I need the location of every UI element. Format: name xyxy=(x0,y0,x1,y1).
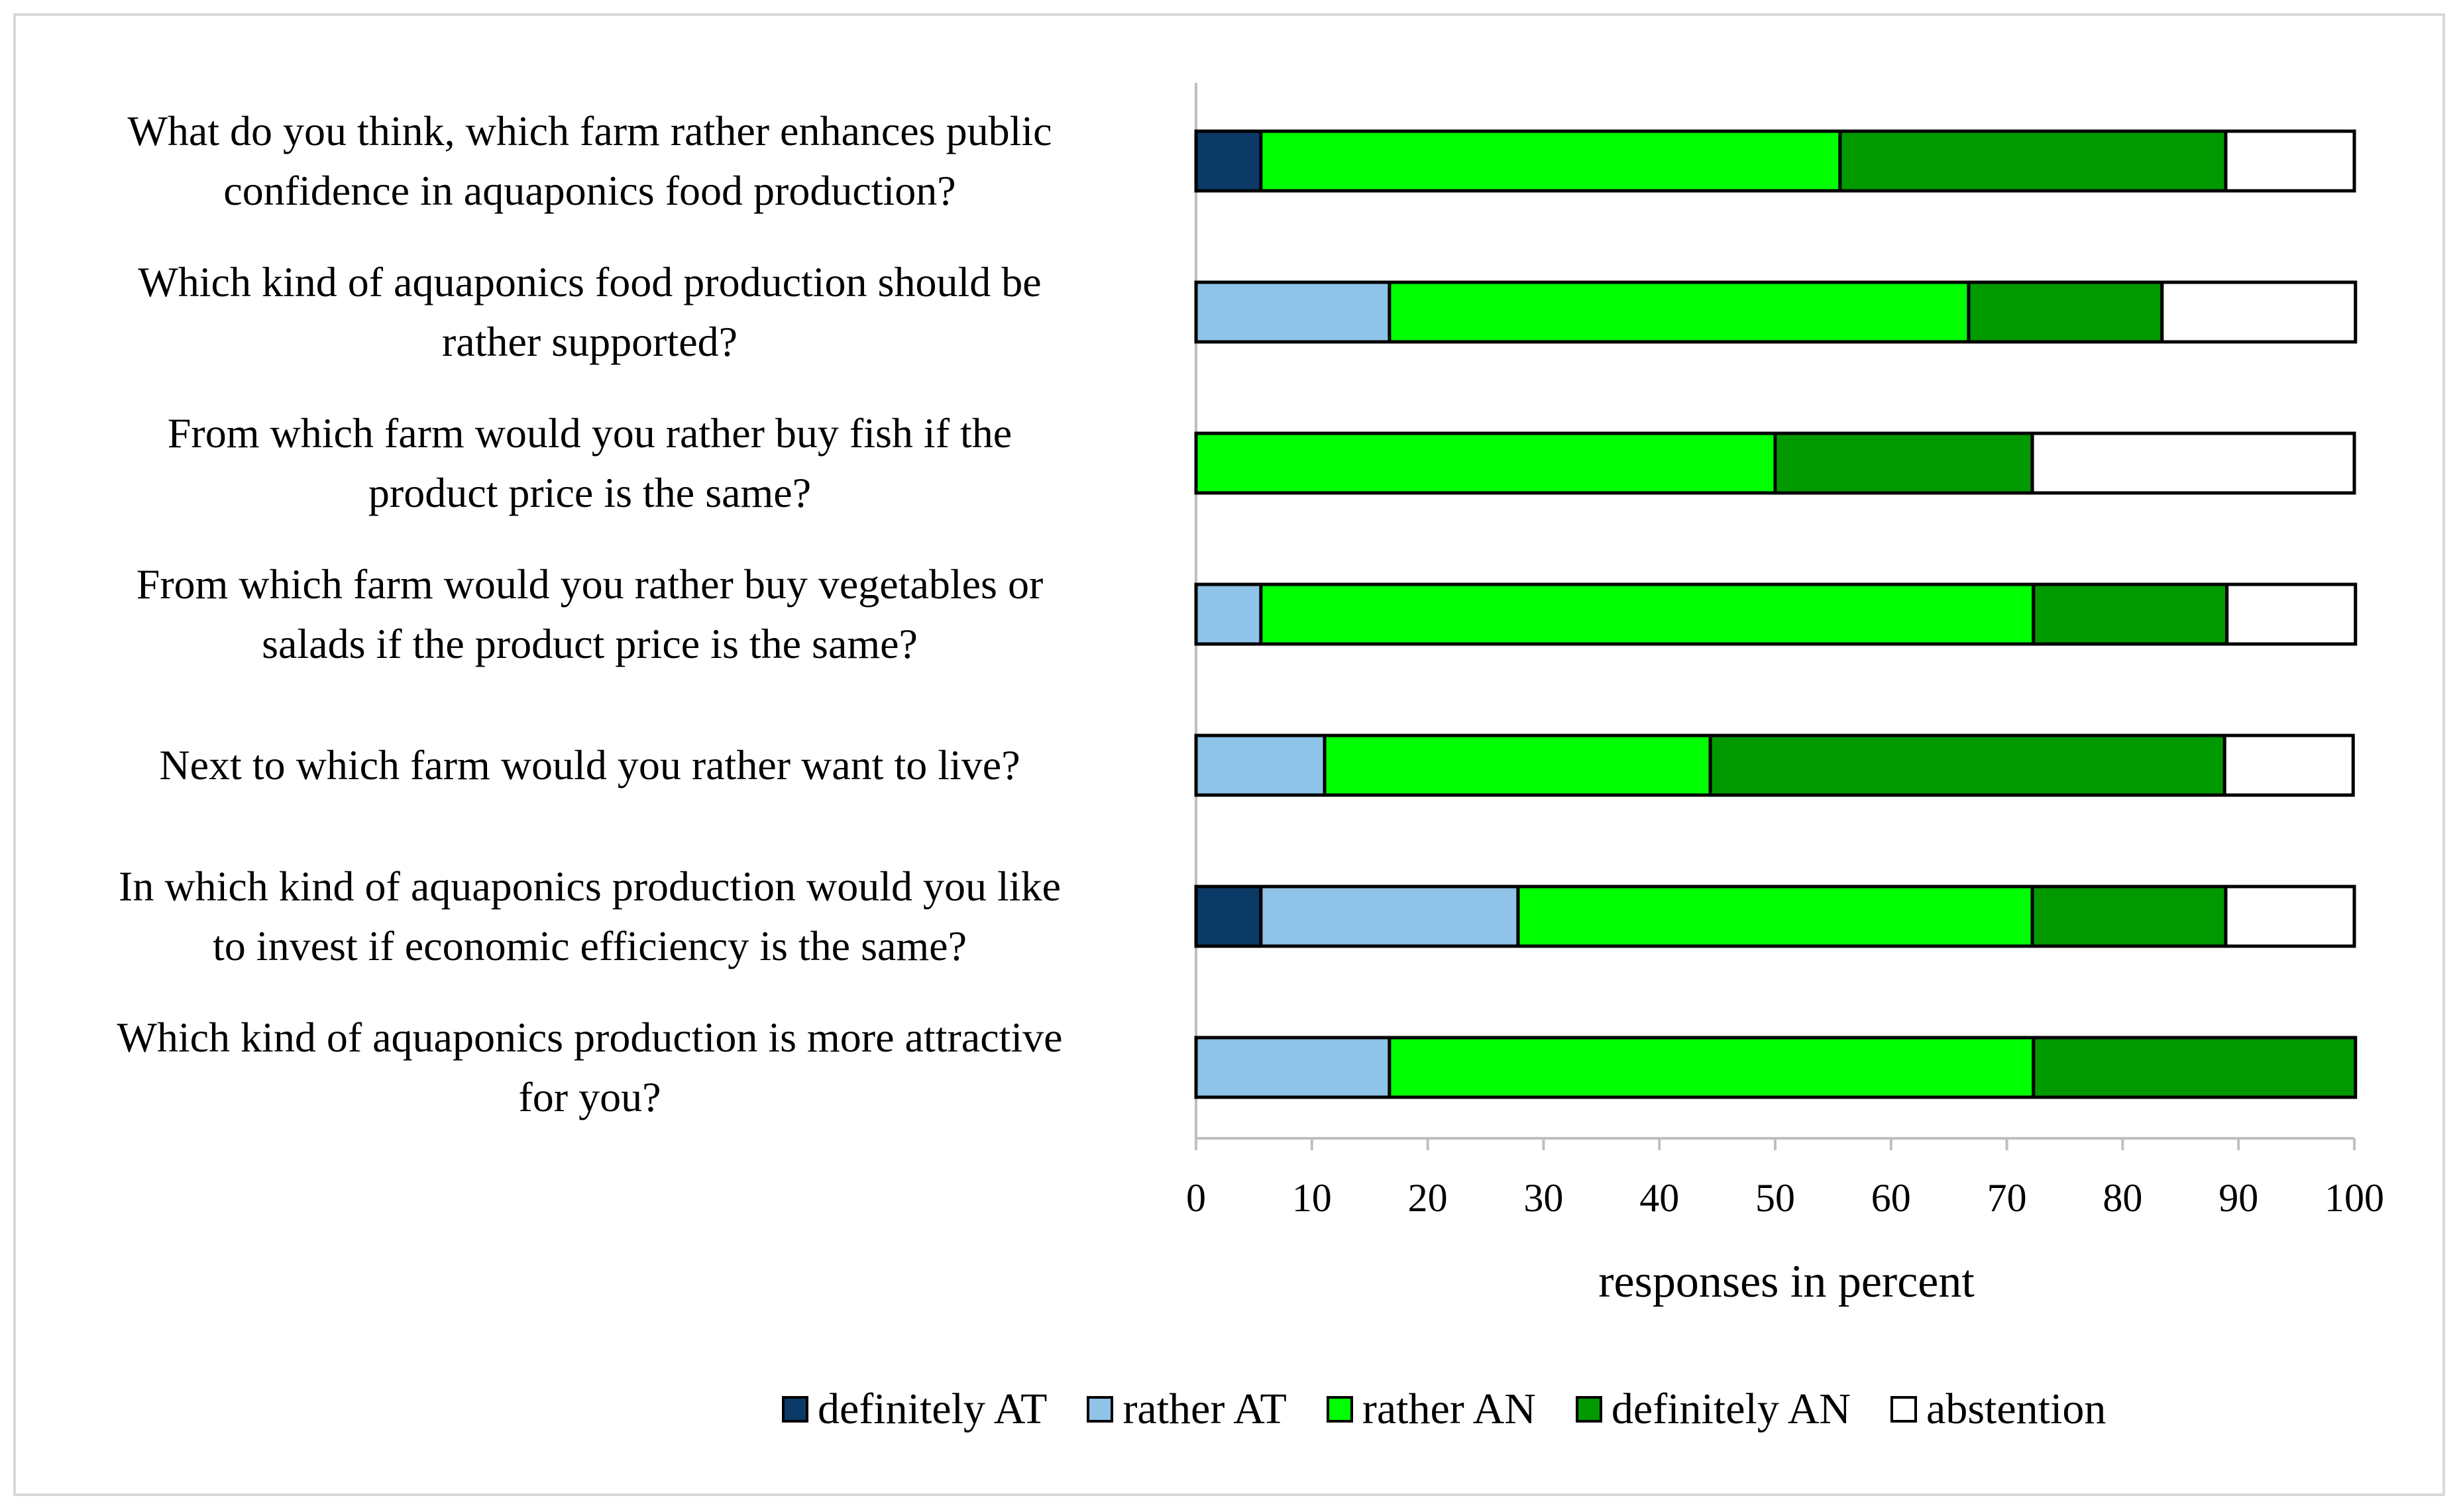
category-label-line: to invest if economic efficiency is the … xyxy=(213,922,967,969)
category-label: From which farm would you rather buy fis… xyxy=(27,404,1153,523)
bar-segment-5-rather-at xyxy=(1194,733,1327,797)
x-tick-label: 30 xyxy=(1523,1176,1563,1220)
bar-segment-6-definitely-at xyxy=(1194,885,1263,948)
category-label-line: In which kind of aquaponics production w… xyxy=(119,863,1061,910)
bar-segment-7-rather-an xyxy=(1388,1036,2036,1099)
x-tick-label: 60 xyxy=(1871,1176,1911,1220)
bar-segment-1-rather-an xyxy=(1259,129,1842,193)
bar-segment-2-rather-at xyxy=(1194,280,1392,344)
legend-item: definitely AN xyxy=(1575,1384,1851,1434)
legend-label: rather AT xyxy=(1122,1385,1287,1433)
category-label: Next to which farm would you rather want… xyxy=(27,735,1153,795)
legend-swatch xyxy=(1575,1396,1602,1423)
bar-segment-4-rather-at xyxy=(1194,582,1263,646)
legend-label: definitely AT xyxy=(818,1385,1048,1433)
category-label-line: product price is the same? xyxy=(368,469,812,516)
bar-segment-1-definitely-an xyxy=(1838,129,2228,193)
legend-label: definitely AN xyxy=(1611,1385,1851,1433)
category-label-line: From which farm would you rather buy veg… xyxy=(136,561,1044,608)
category-label-line: What do you think, which farm rather enh… xyxy=(127,107,1052,154)
bar-segment-6-abstention xyxy=(2224,885,2356,948)
category-label-line: rather supported? xyxy=(441,318,738,365)
bar-segment-2-definitely-an xyxy=(1967,280,2164,344)
bar-segment-4-rather-an xyxy=(1259,582,2036,646)
category-label-line: From which farm would you rather buy fis… xyxy=(167,409,1012,457)
legend-item: definitely AT xyxy=(782,1384,1047,1434)
x-tick-label: 100 xyxy=(2324,1176,2384,1220)
category-label: Which kind of aquaponics food production… xyxy=(27,252,1153,372)
bar-segment-2-rather-an xyxy=(1388,280,1971,344)
category-label: Which kind of aquaponics production is m… xyxy=(27,1008,1153,1127)
x-axis-title: responses in percent xyxy=(1598,1256,1975,1307)
bar-segment-7-rather-at xyxy=(1194,1036,1392,1099)
category-label-line: Which kind of aquaponics food production… xyxy=(138,258,1042,305)
category-label: What do you think, which farm rather enh… xyxy=(27,101,1153,221)
bar-segment-7-definitely-an xyxy=(2032,1036,2358,1099)
x-tick-label: 90 xyxy=(2218,1176,2258,1220)
bar-segment-5-abstention xyxy=(2222,733,2355,797)
bar-segment-4-definitely-an xyxy=(2032,582,2229,646)
category-label-line: confidence in aquaponics food production… xyxy=(223,167,956,214)
bar-segment-6-definitely-an xyxy=(2030,885,2228,948)
legend-item: rather AT xyxy=(1087,1384,1287,1434)
legend: definitely AT rather AT rather AN definitel… xyxy=(782,1379,2106,1439)
bar-segment-3-definitely-an xyxy=(1773,431,2034,495)
category-label-line: for you? xyxy=(518,1073,661,1120)
bar-segment-1-abstention xyxy=(2224,129,2356,193)
bar-segment-2-abstention xyxy=(2160,280,2358,344)
bar-segment-4-abstention xyxy=(2225,582,2358,646)
x-tick-label: 40 xyxy=(1639,1176,1679,1220)
x-tick-label: 70 xyxy=(1987,1176,2027,1220)
category-label-line: salads if the product price is the same? xyxy=(262,620,918,667)
x-tick-label: 50 xyxy=(1755,1176,1795,1220)
bar-segment-1-definitely-at xyxy=(1194,129,1263,193)
legend-swatch xyxy=(1087,1396,1114,1423)
bar-segment-3-abstention xyxy=(2030,431,2356,495)
legend-swatch xyxy=(1890,1396,1918,1423)
legend-label: rather AN xyxy=(1362,1385,1536,1433)
bar-segment-6-rather-at xyxy=(1259,885,1520,948)
legend-swatch xyxy=(1326,1396,1353,1423)
category-label: From which farm would you rather buy veg… xyxy=(27,555,1153,674)
legend-label: abstention xyxy=(1926,1385,2106,1433)
bar-segment-3-rather-an xyxy=(1194,431,1777,495)
x-tick-label: 80 xyxy=(2103,1176,2142,1220)
legend-item: rather AN xyxy=(1326,1384,1536,1434)
legend-swatch xyxy=(782,1396,808,1423)
bar-segment-6-rather-an xyxy=(1516,885,2034,948)
legend-item: abstention xyxy=(1890,1384,2106,1434)
x-tick-label: 20 xyxy=(1408,1176,1448,1220)
bar-segment-5-definitely-an xyxy=(1708,733,2226,797)
x-tick-label: 0 xyxy=(1186,1176,1206,1220)
category-label-line: Which kind of aquaponics production is m… xyxy=(117,1014,1063,1061)
category-label: In which kind of aquaponics production w… xyxy=(27,857,1153,976)
category-label-line: Next to which farm would you rather want… xyxy=(159,741,1020,788)
bar-segment-5-rather-an xyxy=(1323,733,1712,797)
x-tick-label: 10 xyxy=(1292,1176,1332,1220)
